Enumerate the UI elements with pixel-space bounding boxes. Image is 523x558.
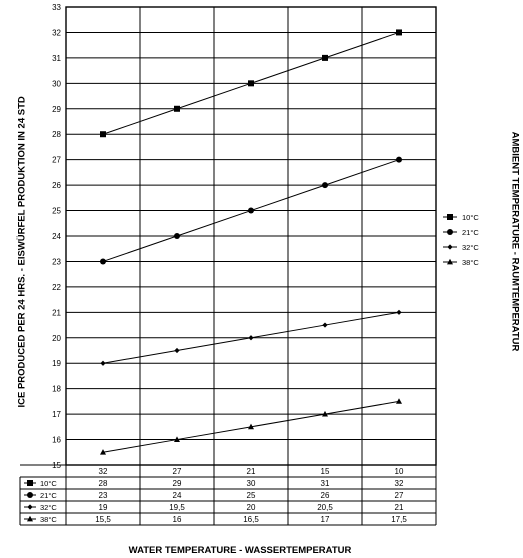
- legend: 10°C 21°C 32°C 38°C: [443, 213, 479, 267]
- table-value: 31: [321, 479, 330, 488]
- table-legend-marker: [27, 480, 33, 486]
- legend-marker: [447, 214, 453, 220]
- data-point: [174, 347, 180, 354]
- table-value: 27: [395, 491, 404, 500]
- data-point: [396, 156, 402, 163]
- table-value: 20: [247, 503, 256, 512]
- x-tick-label: 27: [173, 467, 182, 476]
- data-point: [322, 182, 328, 189]
- y-tick-label: 29: [52, 105, 61, 114]
- y-tick-label: 27: [52, 156, 61, 165]
- data-point: [100, 258, 106, 265]
- table-value: 24: [173, 491, 182, 500]
- legend-marker: [447, 244, 453, 250]
- data-point: [396, 29, 402, 36]
- y-tick-label: 28: [52, 130, 61, 139]
- legend-entry: 10°C: [462, 213, 479, 222]
- data-point: [248, 207, 254, 214]
- y-tick-label: 22: [52, 283, 61, 292]
- y-tick-label: 18: [52, 385, 61, 394]
- legend-entry: 32°C: [462, 243, 479, 252]
- y-tick-label: 25: [52, 207, 61, 216]
- table-value: 21: [395, 503, 404, 512]
- legend-marker: [447, 258, 453, 265]
- data-point: [248, 423, 254, 430]
- data-point: [100, 360, 106, 366]
- table-value: 16: [173, 515, 182, 524]
- y-tick-label: 31: [52, 54, 61, 63]
- table-value: 30: [247, 479, 256, 488]
- y-tick-label: 20: [52, 334, 61, 343]
- table-legend-marker: [27, 504, 33, 510]
- data-point: [174, 233, 180, 239]
- table-series-name: 32°C: [40, 503, 57, 512]
- table-value: 29: [173, 479, 182, 488]
- y-tick-label: 26: [52, 181, 61, 190]
- legend-entry: 21°C: [462, 228, 479, 237]
- y-tick-label: 33: [52, 3, 61, 12]
- table-legend-marker: [27, 515, 33, 522]
- table-value: 28: [99, 479, 108, 488]
- data-table: 32 27 21 15 10 10°C 28 29 30 31 32 21°C 23 24 25 26 27 32…: [19, 464, 437, 526]
- y-axis-label: ICE PRODUCED PER 24 HRS. - EISWÜRFEL PRO…: [16, 96, 28, 408]
- legend-marker: [447, 229, 453, 235]
- x-tick-label: 32: [99, 467, 108, 476]
- y-tick-label: 24: [52, 232, 61, 241]
- data-point: [322, 322, 328, 328]
- table-series-name: 38°C: [40, 515, 57, 524]
- data-point: [174, 436, 180, 442]
- table-value: 15,5: [95, 515, 111, 524]
- legend-title: AMBIENT TEMPERATURE - RAUMTEMPERATUR: [509, 131, 521, 352]
- table-series-name: 10°C: [40, 479, 57, 488]
- table-series-name: 21°C: [40, 491, 57, 500]
- table-legend-marker: [27, 492, 33, 498]
- data-point: [322, 54, 328, 61]
- table-value: 19: [99, 503, 108, 512]
- grid: [65, 6, 437, 466]
- x-tick-label: 21: [247, 467, 256, 476]
- x-tick-label: 15: [321, 467, 330, 476]
- legend-entry: 38°C: [462, 258, 479, 267]
- y-tick-label: 19: [52, 359, 61, 368]
- data-point: [396, 398, 402, 404]
- data-point: [322, 410, 328, 417]
- y-tick-label: 32: [52, 28, 61, 37]
- data-point: [248, 335, 254, 341]
- x-axis-label: WATER TEMPERATURE - WASSERTEMPERATUR: [128, 545, 352, 556]
- table-value: 25: [247, 491, 256, 500]
- table-value: 26: [321, 491, 330, 500]
- table-value: 20,5: [317, 503, 333, 512]
- table-value: 17,5: [391, 515, 407, 524]
- y-tick-label: 16: [52, 436, 61, 445]
- x-tick-label: 10: [395, 467, 404, 476]
- table-value: 32: [395, 479, 404, 488]
- y-tick-label: 17: [52, 410, 61, 419]
- series-lines: [100, 29, 402, 455]
- data-point: [248, 80, 254, 87]
- data-point: [396, 309, 402, 315]
- y-tick-label: 21: [52, 308, 61, 317]
- data-point: [100, 131, 106, 138]
- table-value: 23: [99, 491, 108, 500]
- table-value: 19,5: [169, 503, 185, 512]
- y-tick-label: 30: [52, 79, 61, 88]
- table-value: 16,5: [243, 515, 259, 524]
- y-tick-label: 23: [52, 257, 61, 266]
- data-point: [100, 449, 106, 455]
- data-point: [174, 105, 180, 112]
- table-value: 17: [321, 515, 330, 524]
